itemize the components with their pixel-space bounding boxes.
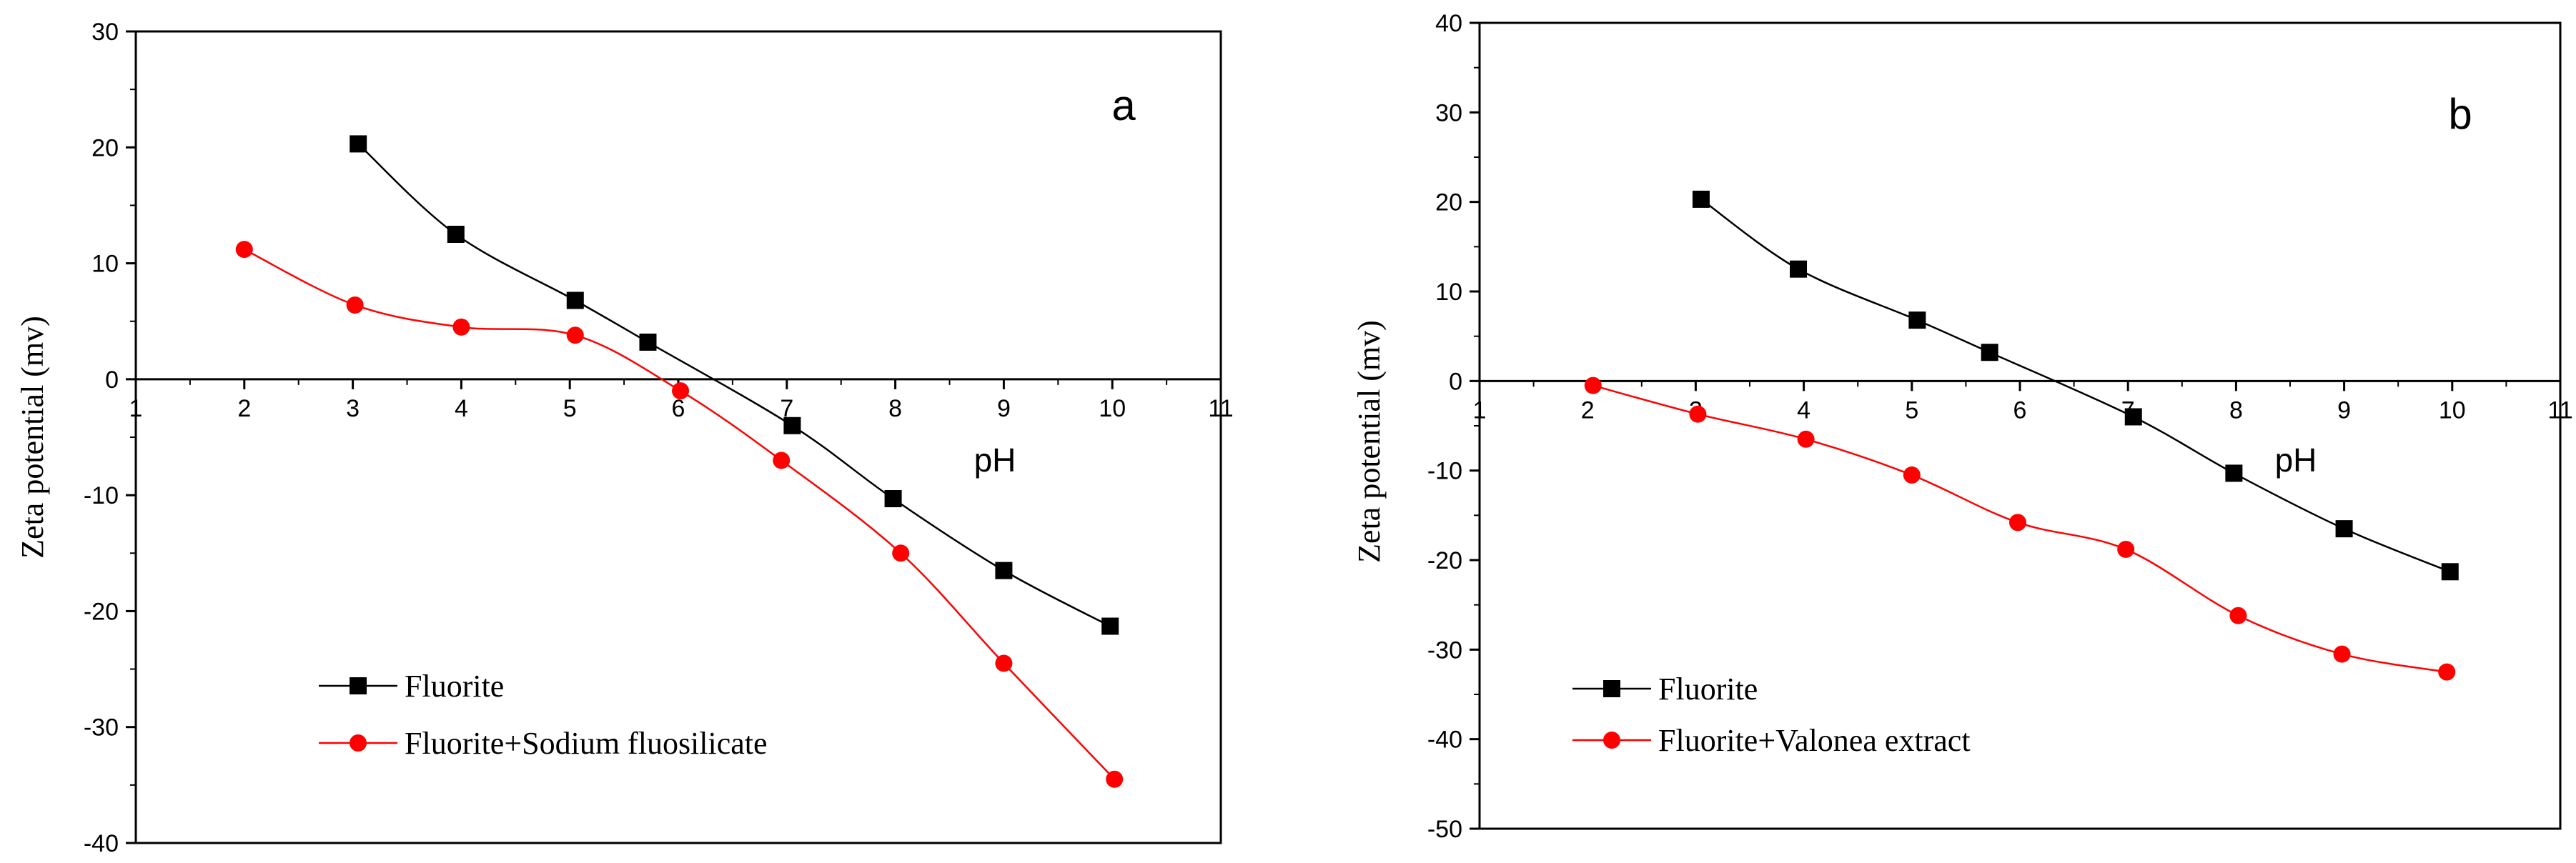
y-tick-label: -30 bbox=[84, 714, 119, 742]
x-tick-label: 9 bbox=[2337, 396, 2351, 424]
data-point bbox=[1584, 376, 1602, 394]
y-tick-label: -40 bbox=[1427, 727, 1462, 754]
x-tick-label: 7 bbox=[780, 395, 793, 422]
data-point bbox=[235, 241, 253, 259]
chart-svg-a: 30 20 10 0 -10 -20 -30 -40 1 2 3 4 5 6 7 8 9 10 11 pH Zeta p… bbox=[15, 19, 1234, 857]
data-point bbox=[773, 452, 791, 469]
x-tick-label: 11 bbox=[2547, 396, 2572, 424]
data-point bbox=[1903, 466, 1921, 484]
data-point bbox=[672, 382, 690, 400]
data-point bbox=[566, 291, 584, 309]
chart-svg-b: 403020100-10-20-30-40-501234567891011pHZ… bbox=[1352, 10, 2573, 843]
data-point bbox=[452, 318, 470, 336]
legend-label: Fluorite bbox=[1658, 672, 1758, 707]
x-tick-label: 4 bbox=[455, 395, 468, 422]
legend-label: Fluorite bbox=[405, 669, 504, 704]
data-point bbox=[995, 654, 1013, 672]
data-point bbox=[892, 544, 910, 562]
data-point bbox=[1689, 405, 1707, 423]
data-point bbox=[2333, 645, 2351, 663]
data-point bbox=[1790, 260, 1808, 278]
legend-marker bbox=[1603, 732, 1620, 749]
legend-marker bbox=[1603, 680, 1620, 697]
data-point bbox=[2441, 563, 2459, 581]
x-tick-label: 11 bbox=[1208, 395, 1233, 422]
legend-marker bbox=[350, 734, 367, 752]
data-point bbox=[1981, 344, 1998, 361]
x-tick-label: 2 bbox=[237, 395, 251, 422]
y-tick-label: -20 bbox=[1427, 547, 1462, 574]
x-tick-label: 10 bbox=[1099, 395, 1126, 422]
x-axis-title: pH bbox=[974, 442, 1016, 479]
x-tick-label: 8 bbox=[2229, 396, 2243, 424]
data-point bbox=[566, 326, 584, 344]
data-point bbox=[1101, 617, 1119, 635]
data-point bbox=[2229, 607, 2247, 624]
y-tick-label: 0 bbox=[1449, 368, 1462, 395]
legend-label: Fluorite+Sodium fluosilicate bbox=[405, 726, 768, 761]
y-tick-label: -20 bbox=[84, 598, 119, 625]
x-tick-label: 5 bbox=[563, 395, 577, 422]
y-tick-label: 40 bbox=[1435, 10, 1462, 37]
data-point bbox=[783, 416, 801, 434]
y-tick-label: -10 bbox=[84, 482, 119, 509]
x-tick-label: 9 bbox=[997, 395, 1011, 422]
x-tick-label: 5 bbox=[1905, 396, 1918, 424]
legend-marker bbox=[350, 677, 367, 694]
y-tick-label: 10 bbox=[1435, 279, 1462, 306]
series-line-1 bbox=[357, 143, 1111, 627]
data-point bbox=[350, 135, 367, 153]
panel-label: a bbox=[1111, 81, 1136, 129]
x-tick-label: 6 bbox=[672, 395, 685, 422]
data-point bbox=[1106, 770, 1124, 788]
y-axis-title: Zeta potential (mv) bbox=[15, 316, 50, 559]
data-point bbox=[2124, 408, 2142, 426]
x-tick-label: 4 bbox=[1797, 396, 1810, 424]
y-tick-label: 20 bbox=[1435, 189, 1462, 216]
data-point bbox=[1908, 311, 1926, 329]
chart-panel-a: 30 20 10 0 -10 -20 -30 -40 1 2 3 4 5 6 7 8 9 10 11 pH Zeta p… bbox=[15, 19, 1234, 857]
x-tick-label: 1 bbox=[1473, 396, 1487, 424]
x-tick-label: 2 bbox=[1581, 396, 1595, 424]
series-line-1 bbox=[1700, 198, 2451, 573]
data-point bbox=[639, 333, 657, 351]
x-tick-label: 8 bbox=[888, 395, 902, 422]
data-point bbox=[346, 296, 364, 314]
data-point bbox=[2438, 663, 2456, 681]
y-tick-label: 30 bbox=[91, 19, 119, 46]
x-tick-label: 6 bbox=[2013, 396, 2027, 424]
y-tick-label: 10 bbox=[91, 251, 119, 278]
plot-frame bbox=[1478, 21, 2562, 830]
y-tick-label: -10 bbox=[1427, 458, 1462, 485]
data-point bbox=[995, 562, 1013, 579]
series-line-2 bbox=[244, 248, 1116, 780]
x-tick-label: 10 bbox=[2439, 396, 2466, 424]
data-point bbox=[2225, 464, 2243, 482]
data-point bbox=[1692, 190, 1710, 208]
y-tick-label: 0 bbox=[105, 366, 119, 394]
data-point bbox=[447, 226, 465, 243]
legend-label: Fluorite+Valonea extract bbox=[1658, 723, 1971, 758]
y-tick-label: -50 bbox=[1427, 816, 1462, 843]
y-tick-label: -30 bbox=[1427, 637, 1462, 664]
x-tick-label: 3 bbox=[346, 395, 360, 422]
data-point bbox=[884, 490, 902, 508]
data-point bbox=[2335, 520, 2353, 538]
data-point bbox=[2008, 514, 2026, 532]
x-tick-label: 1 bbox=[129, 395, 143, 422]
panel-label: b bbox=[2448, 90, 2472, 138]
data-point bbox=[2117, 540, 2135, 558]
x-axis-title: pH bbox=[2275, 442, 2317, 479]
y-axis-title: Zeta potential (mv) bbox=[1352, 320, 1387, 563]
y-tick-label: 20 bbox=[91, 134, 119, 161]
y-tick-label: -40 bbox=[84, 830, 119, 857]
chart-panel-b: 403020100-10-20-30-40-501234567891011pHZ… bbox=[1288, 0, 2576, 863]
data-point bbox=[1797, 430, 1815, 448]
y-tick-label: 30 bbox=[1435, 99, 1462, 126]
